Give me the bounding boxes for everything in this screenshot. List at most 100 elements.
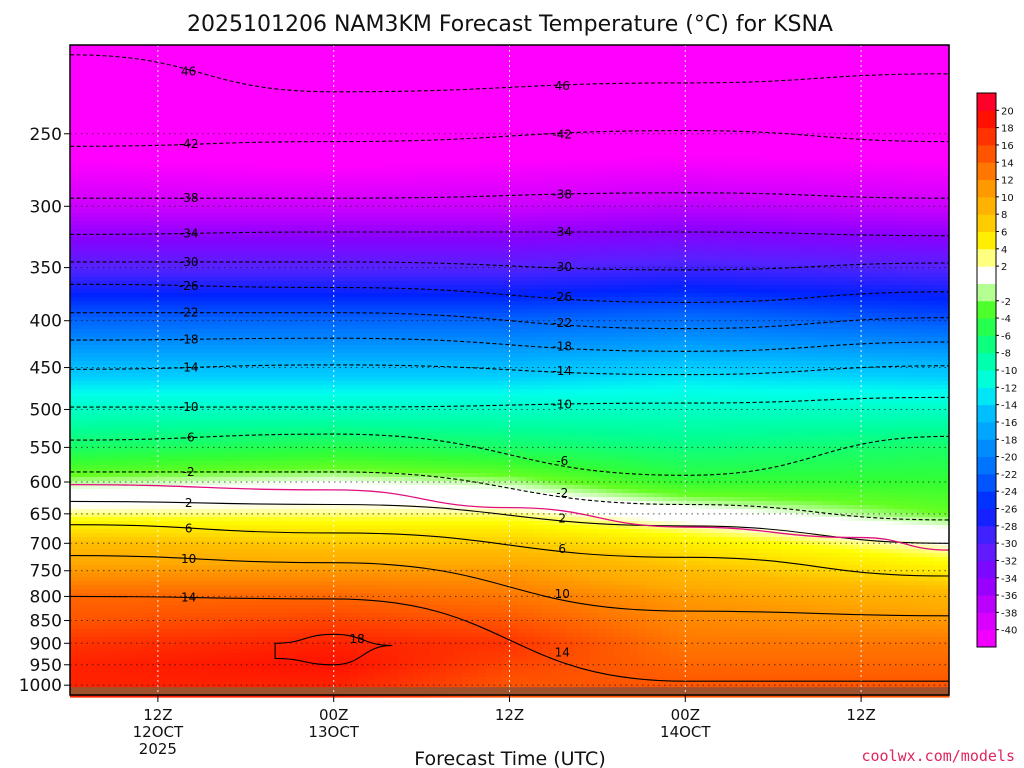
temperature-cell — [462, 69, 471, 74]
temperature-cell — [222, 113, 231, 118]
temperature-cell — [158, 65, 167, 70]
temperature-cell — [926, 173, 935, 178]
temperature-cell — [102, 173, 111, 178]
temperature-cell — [662, 209, 671, 214]
temperature-cell — [206, 181, 215, 186]
temperature-cell — [486, 93, 495, 98]
temperature-cell — [870, 217, 879, 222]
temperature-cell — [198, 153, 207, 158]
temperature-cell — [118, 61, 127, 66]
temperature-cell — [750, 85, 759, 90]
temperature-cell — [686, 45, 695, 50]
temperature-cell — [838, 113, 847, 118]
temperature-cell — [790, 209, 799, 214]
temperature-cell — [246, 73, 255, 78]
temperature-cell — [606, 93, 615, 98]
temperature-cell — [102, 97, 111, 102]
temperature-cell — [550, 53, 559, 58]
temperature-cell — [446, 217, 455, 222]
temperature-cell — [902, 129, 911, 134]
temperature-cell — [350, 101, 359, 106]
temperature-cell — [558, 101, 567, 106]
temperature-cell — [422, 141, 431, 146]
temperature-cell — [542, 105, 551, 110]
temperature-cell — [158, 193, 167, 198]
temperature-cell — [654, 205, 663, 210]
temperature-cell — [382, 193, 391, 198]
temperature-cell — [166, 213, 175, 218]
temperature-cell — [910, 157, 919, 162]
temperature-cell — [702, 49, 711, 54]
temperature-cell — [478, 153, 487, 158]
temperature-cell — [86, 181, 95, 186]
temperature-cell — [742, 141, 751, 146]
temperature-cell — [238, 129, 247, 134]
temperature-cell — [574, 177, 583, 182]
temperature-cell — [806, 161, 815, 166]
temperature-cell — [606, 81, 615, 86]
temperature-cell — [558, 189, 567, 194]
temperature-cell — [262, 69, 271, 74]
temperature-cell — [510, 165, 519, 170]
temperature-cell — [414, 153, 423, 158]
temperature-cell — [646, 221, 655, 226]
temperature-cell — [870, 161, 879, 166]
temperature-cell — [118, 141, 127, 146]
temperature-cell — [398, 69, 407, 74]
temperature-cell — [814, 97, 823, 102]
temperature-cell — [518, 201, 527, 206]
temperature-cell — [462, 85, 471, 90]
temperature-cell — [870, 153, 879, 158]
temperature-cell — [302, 93, 311, 98]
temperature-cell — [358, 213, 367, 218]
temperature-cell — [606, 57, 615, 62]
temperature-cell — [558, 145, 567, 150]
temperature-cell — [894, 73, 903, 78]
temperature-cell — [686, 117, 695, 122]
temperature-cell — [726, 153, 735, 158]
temperature-cell — [830, 73, 839, 78]
temperature-cell — [934, 57, 943, 62]
temperature-cell — [222, 185, 231, 190]
temperature-cell — [518, 77, 527, 82]
temperature-cell — [174, 173, 183, 178]
temperature-cell — [486, 121, 495, 126]
temperature-cell — [686, 137, 695, 142]
temperature-cell — [334, 133, 343, 138]
temperature-cell — [398, 137, 407, 142]
temperature-cell — [862, 65, 871, 70]
temperature-cell — [566, 65, 575, 70]
temperature-cell — [134, 181, 143, 186]
temperature-cell — [102, 205, 111, 210]
temperature-cell — [222, 57, 231, 62]
temperature-cell — [294, 173, 303, 178]
temperature-cell — [942, 81, 950, 86]
temperature-cell — [574, 221, 583, 226]
temperature-cell — [262, 197, 271, 202]
temperature-cell — [678, 209, 687, 214]
temperature-cell — [294, 225, 303, 230]
temperature-cell — [830, 201, 839, 206]
temperature-cell — [158, 141, 167, 146]
temperature-cell — [486, 73, 495, 78]
temperature-cell — [654, 129, 663, 134]
temperature-cell — [382, 181, 391, 186]
temperature-cell — [622, 137, 631, 142]
temperature-cell — [654, 165, 663, 170]
temperature-cell — [582, 189, 591, 194]
temperature-cell — [278, 53, 287, 58]
temperature-cell — [694, 217, 703, 222]
temperature-cell — [350, 125, 359, 130]
temperature-cell — [166, 89, 175, 94]
temperature-cell — [854, 193, 863, 198]
temperature-cell — [942, 169, 950, 174]
temperature-cell — [534, 81, 543, 86]
temperature-cell — [438, 221, 447, 226]
temperature-cell — [206, 201, 215, 206]
temperature-cell — [78, 57, 87, 62]
temperature-cell — [894, 77, 903, 82]
temperature-cell — [598, 93, 607, 98]
temperature-cell — [222, 197, 231, 202]
temperature-cell — [70, 81, 79, 86]
temperature-cell — [174, 117, 183, 122]
